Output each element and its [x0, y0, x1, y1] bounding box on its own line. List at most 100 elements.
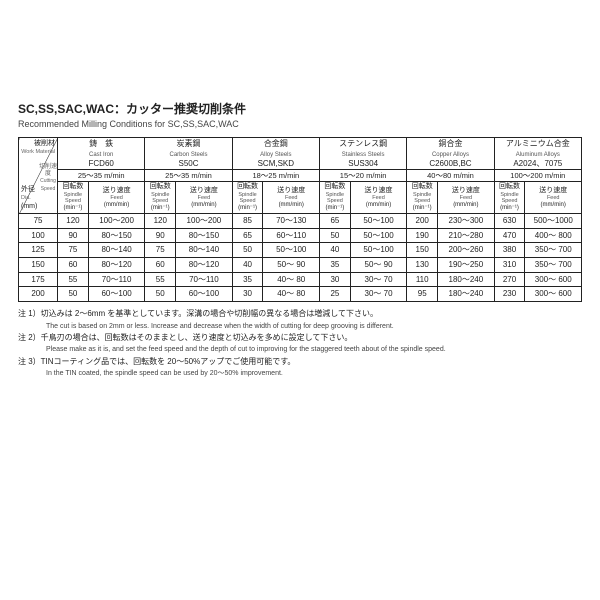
data-cell: 190: [407, 228, 438, 243]
data-cell: 500～1000: [525, 214, 582, 229]
data-cell: 50～100: [350, 228, 407, 243]
table-row: 1257580～1407580～1405050～1004050～10015020…: [19, 243, 582, 258]
milling-table: 被削材 Work Material 切削速度 Cutting Speed 外径 …: [18, 137, 582, 302]
data-cell: 75: [58, 243, 89, 258]
data-cell: 230～300: [438, 214, 495, 229]
subhead-feed: 送り速度Feed(mm/min): [88, 182, 145, 214]
dia-cell: 100: [19, 228, 58, 243]
data-cell: 110: [407, 272, 438, 287]
data-cell: 200～260: [438, 243, 495, 258]
mat-header: 鋳 鉄 Cast Iron FCD60: [58, 138, 145, 170]
data-cell: 400～ 800: [525, 228, 582, 243]
data-cell: 310: [494, 257, 525, 272]
data-cell: 65: [319, 214, 350, 229]
data-cell: 50～100: [350, 243, 407, 258]
data-cell: 60: [58, 257, 89, 272]
range: 15～20 m/min: [319, 170, 406, 182]
data-cell: 80～150: [176, 228, 233, 243]
table-row: 2005060～1005060～1003040～ 802530～ 7095180…: [19, 287, 582, 302]
data-cell: 300～ 600: [525, 272, 582, 287]
data-cell: 90: [145, 228, 176, 243]
data-cell: 90: [58, 228, 89, 243]
range: 40～80 m/min: [407, 170, 494, 182]
data-cell: 60: [145, 257, 176, 272]
range: 25～35 m/min: [145, 170, 232, 182]
note-jp: 注 3）TINコーティング品では、回転数を 20～50%アップでご使用可能です。: [18, 356, 582, 369]
title-en: Recommended Milling Conditions for SC,SS…: [18, 119, 582, 129]
data-cell: 50～100: [263, 243, 320, 258]
data-cell: 120: [58, 214, 89, 229]
data-cell: 80～140: [176, 243, 233, 258]
data-cell: 50: [58, 287, 89, 302]
data-cell: 30: [319, 272, 350, 287]
dia-cell: 125: [19, 243, 58, 258]
data-cell: 95: [407, 287, 438, 302]
data-cell: 85: [232, 214, 263, 229]
data-cell: 25: [319, 287, 350, 302]
table-row: 1009080～1509080～1506560～1105050～10019021…: [19, 228, 582, 243]
range: 25～35 m/min: [58, 170, 145, 182]
data-cell: 65: [232, 228, 263, 243]
data-cell: 80～120: [176, 257, 233, 272]
data-cell: 210～280: [438, 228, 495, 243]
subhead-feed: 送り速度Feed(mm/min): [438, 182, 495, 214]
data-cell: 80～140: [88, 243, 145, 258]
notes: 注 1）切込みは 2～6mm を基準としています。深溝の場合や切削幅の異なる場合…: [18, 308, 582, 380]
data-cell: 35: [319, 257, 350, 272]
data-cell: 50～ 90: [350, 257, 407, 272]
data-cell: 70～110: [88, 272, 145, 287]
data-cell: 40: [319, 243, 350, 258]
note-en: Please make as it is, and set the feed s…: [46, 344, 582, 355]
corner-cell: 被削材 Work Material 切削速度 Cutting Speed 外径 …: [19, 138, 58, 214]
data-cell: 40: [232, 257, 263, 272]
data-cell: 380: [494, 243, 525, 258]
data-cell: 75: [145, 243, 176, 258]
data-cell: 100～200: [88, 214, 145, 229]
data-cell: 60～100: [176, 287, 233, 302]
data-cell: 80～120: [88, 257, 145, 272]
subhead-feed: 送り速度Feed(mm/min): [176, 182, 233, 214]
data-cell: 350～ 700: [525, 257, 582, 272]
range: 18～25 m/min: [232, 170, 319, 182]
subhead-rot: 回転数Spindle Speed(min⁻¹): [232, 182, 263, 214]
data-cell: 60～110: [263, 228, 320, 243]
table-row: 1506080～1206080～1204050～ 903550～ 9013019…: [19, 257, 582, 272]
table-row: 75120100～200120100～2008570～1306550～10020…: [19, 214, 582, 229]
subhead-feed: 送り速度Feed(mm/min): [350, 182, 407, 214]
subhead-rot: 回転数Spindle Speed(min⁻¹): [407, 182, 438, 214]
data-cell: 50: [232, 243, 263, 258]
data-cell: 30～ 70: [350, 272, 407, 287]
note-jp: 注 2）千鳥刃の場合は、回転数はそのままとし、送り速度と切込みを多めに設定して下…: [18, 332, 582, 345]
data-cell: 50～ 90: [263, 257, 320, 272]
data-cell: 50～100: [350, 214, 407, 229]
mat-header: アルミニウム合金 Aluminum Alloys A2024、7075: [494, 138, 581, 170]
dia-cell: 175: [19, 272, 58, 287]
data-cell: 100～200: [176, 214, 233, 229]
data-cell: 190～250: [438, 257, 495, 272]
data-cell: 300～ 600: [525, 287, 582, 302]
data-cell: 50: [145, 287, 176, 302]
subhead-feed: 送り速度Feed(mm/min): [525, 182, 582, 214]
subhead-rot: 回転数Spindle Speed(min⁻¹): [319, 182, 350, 214]
data-cell: 120: [145, 214, 176, 229]
data-cell: 50: [319, 228, 350, 243]
data-cell: 180～240: [438, 272, 495, 287]
dia-cell: 150: [19, 257, 58, 272]
data-cell: 70～110: [176, 272, 233, 287]
data-cell: 80～150: [88, 228, 145, 243]
data-cell: 35: [232, 272, 263, 287]
data-cell: 130: [407, 257, 438, 272]
title-jp: SC,SS,SAC,WAC：カッター推奨切削条件: [18, 100, 582, 117]
data-cell: 180～240: [438, 287, 495, 302]
data-cell: 55: [145, 272, 176, 287]
mat-header: ステンレス鋼 Stainless Steels SUS304: [319, 138, 406, 170]
data-cell: 630: [494, 214, 525, 229]
note-en: The cut is based on 2mm or less. Increas…: [46, 321, 582, 332]
subhead-rot: 回転数Spindle Speed(min⁻¹): [494, 182, 525, 214]
data-cell: 270: [494, 272, 525, 287]
note-en: In the TIN coated, the spindle speed can…: [46, 368, 582, 379]
data-cell: 70～130: [263, 214, 320, 229]
data-cell: 470: [494, 228, 525, 243]
data-cell: 60～100: [88, 287, 145, 302]
mat-header: 合金鋼 Alloy Steels SCM,SKD: [232, 138, 319, 170]
